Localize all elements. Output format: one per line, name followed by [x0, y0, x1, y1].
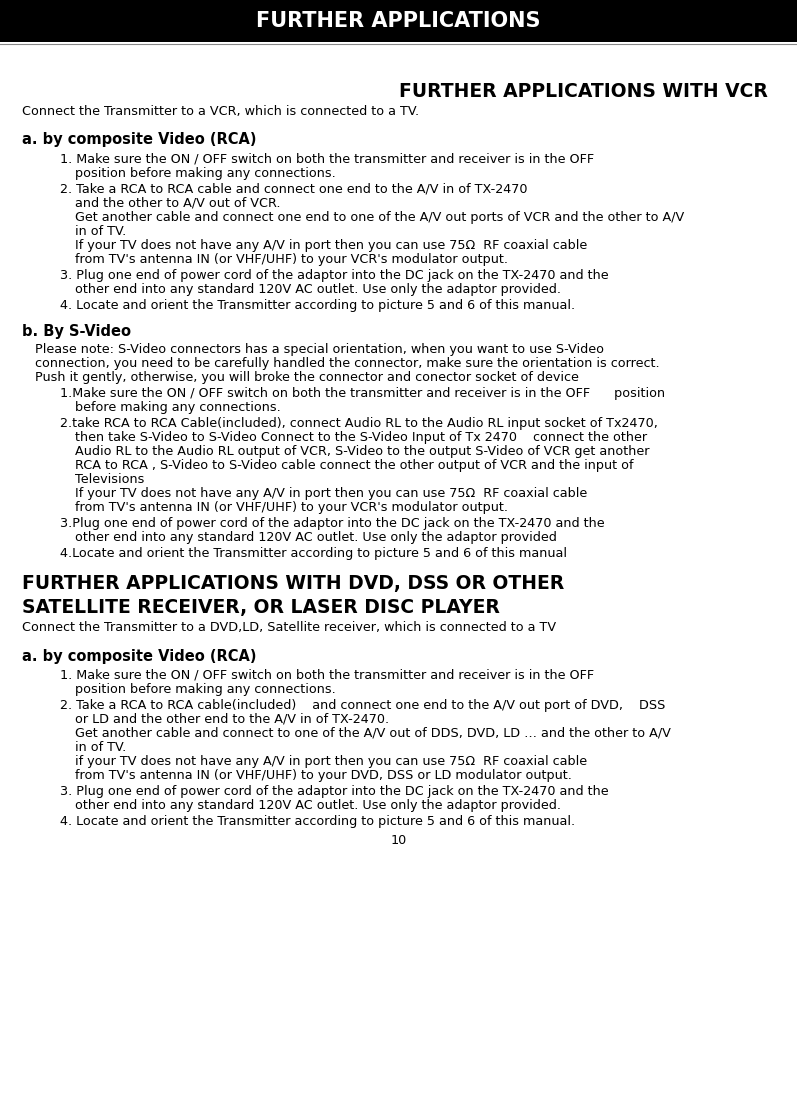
Text: 2. Take a RCA to RCA cable and connect one end to the A/V in of TX-2470: 2. Take a RCA to RCA cable and connect o…: [60, 183, 528, 196]
Text: FURTHER APPLICATIONS: FURTHER APPLICATIONS: [257, 11, 540, 31]
Text: connection, you need to be carefully handled the connector, make sure the orient: connection, you need to be carefully han…: [35, 357, 660, 371]
Text: If your TV does not have any A/V in port then you can use 75Ω  RF coaxial cable: If your TV does not have any A/V in port…: [75, 239, 587, 252]
Text: 10: 10: [391, 834, 407, 847]
Text: then take S-Video to S-Video Connect to the S-Video Input of Tx 2470    connect : then take S-Video to S-Video Connect to …: [75, 431, 647, 444]
Text: If your TV does not have any A/V in port then you can use 75Ω  RF coaxial cable: If your TV does not have any A/V in port…: [75, 487, 587, 500]
Text: 2. Take a RCA to RCA cable(included)    and connect one end to the A/V out port : 2. Take a RCA to RCA cable(included) and…: [60, 699, 665, 712]
Text: position before making any connections.: position before making any connections.: [75, 167, 336, 180]
Text: before making any connections.: before making any connections.: [75, 401, 281, 414]
Text: a. by composite Video (RCA): a. by composite Video (RCA): [22, 132, 257, 147]
Text: Televisions: Televisions: [75, 473, 144, 485]
Text: Connect the Transmitter to a VCR, which is connected to a TV.: Connect the Transmitter to a VCR, which …: [22, 105, 419, 118]
Text: from TV's antenna IN (or VHF/UHF) to your VCR's modulator output.: from TV's antenna IN (or VHF/UHF) to you…: [75, 253, 508, 266]
Text: 3. Plug one end of power cord of the adaptor into the DC jack on the TX-2470 and: 3. Plug one end of power cord of the ada…: [60, 269, 609, 282]
Text: from TV's antenna IN (or VHF/UHF) to your DVD, DSS or LD modulator output.: from TV's antenna IN (or VHF/UHF) to you…: [75, 769, 572, 782]
Text: 3.Plug one end of power cord of the adaptor into the DC jack on the TX-2470 and : 3.Plug one end of power cord of the adap…: [60, 517, 605, 530]
Text: 1. Make sure the ON / OFF switch on both the transmitter and receiver is in the : 1. Make sure the ON / OFF switch on both…: [60, 668, 594, 682]
Bar: [0, 0, 797, 42]
Text: 1. Make sure the ON / OFF switch on both the transmitter and receiver is in the : 1. Make sure the ON / OFF switch on both…: [60, 153, 594, 166]
Text: Audio RL to the Audio RL output of VCR, S-Video to the output S-Video of VCR get: Audio RL to the Audio RL output of VCR, …: [75, 445, 650, 458]
Text: FURTHER APPLICATIONS WITH DVD, DSS OR OTHER: FURTHER APPLICATIONS WITH DVD, DSS OR OT…: [22, 574, 564, 593]
Text: 4.Locate and orient the Transmitter according to picture 5 and 6 of this manual: 4.Locate and orient the Transmitter acco…: [60, 547, 567, 560]
Text: a. by composite Video (RCA): a. by composite Video (RCA): [22, 650, 257, 664]
Text: or LD and the other end to the A/V in of TX-2470.: or LD and the other end to the A/V in of…: [75, 713, 389, 727]
Text: from TV's antenna IN (or VHF/UHF) to your VCR's modulator output.: from TV's antenna IN (or VHF/UHF) to you…: [75, 501, 508, 514]
Text: Connect the Transmitter to a DVD,LD, Satellite receiver, which is connected to a: Connect the Transmitter to a DVD,LD, Sat…: [22, 620, 556, 634]
Text: RCA to RCA , S-Video to S-Video cable connect the other output of VCR and the in: RCA to RCA , S-Video to S-Video cable co…: [75, 459, 634, 472]
Text: 4. Locate and orient the Transmitter according to picture 5 and 6 of this manual: 4. Locate and orient the Transmitter acc…: [60, 815, 575, 828]
Text: 1.Make sure the ON / OFF switch on both the transmitter and receiver is in the O: 1.Make sure the ON / OFF switch on both …: [60, 387, 665, 400]
Text: in of TV.: in of TV.: [75, 225, 126, 238]
Text: Push it gently, otherwise, you will broke the connector and conector socket of d: Push it gently, otherwise, you will brok…: [35, 371, 579, 384]
Text: and the other to A/V out of VCR.: and the other to A/V out of VCR.: [75, 198, 281, 210]
Text: Get another cable and connect one end to one of the A/V out ports of VCR and the: Get another cable and connect one end to…: [75, 211, 685, 224]
Text: other end into any standard 120V AC outlet. Use only the adaptor provided: other end into any standard 120V AC outl…: [75, 531, 557, 543]
Text: 3. Plug one end of power cord of the adaptor into the DC jack on the TX-2470 and: 3. Plug one end of power cord of the ada…: [60, 785, 609, 798]
Text: SATELLITE RECEIVER, OR LASER DISC PLAYER: SATELLITE RECEIVER, OR LASER DISC PLAYER: [22, 598, 500, 617]
Text: Get another cable and connect to one of the A/V out of DDS, DVD, LD … and the ot: Get another cable and connect to one of …: [75, 727, 671, 740]
Text: if your TV does not have any A/V in port then you can use 75Ω  RF coaxial cable: if your TV does not have any A/V in port…: [75, 756, 587, 768]
Text: 2.take RCA to RCA Cable(included), connect Audio RL to the Audio RL input socket: 2.take RCA to RCA Cable(included), conne…: [60, 417, 658, 430]
Text: other end into any standard 120V AC outlet. Use only the adaptor provided.: other end into any standard 120V AC outl…: [75, 283, 561, 296]
Text: position before making any connections.: position before making any connections.: [75, 683, 336, 696]
Text: b. By S-Video: b. By S-Video: [22, 324, 131, 339]
Text: FURTHER APPLICATIONS WITH VCR: FURTHER APPLICATIONS WITH VCR: [399, 81, 768, 102]
Text: other end into any standard 120V AC outlet. Use only the adaptor provided.: other end into any standard 120V AC outl…: [75, 799, 561, 812]
Text: Please note: S-Video connectors has a special orientation, when you want to use : Please note: S-Video connectors has a sp…: [35, 343, 604, 356]
Text: in of TV.: in of TV.: [75, 741, 126, 754]
Text: 4. Locate and orient the Transmitter according to picture 5 and 6 of this manual: 4. Locate and orient the Transmitter acc…: [60, 299, 575, 312]
